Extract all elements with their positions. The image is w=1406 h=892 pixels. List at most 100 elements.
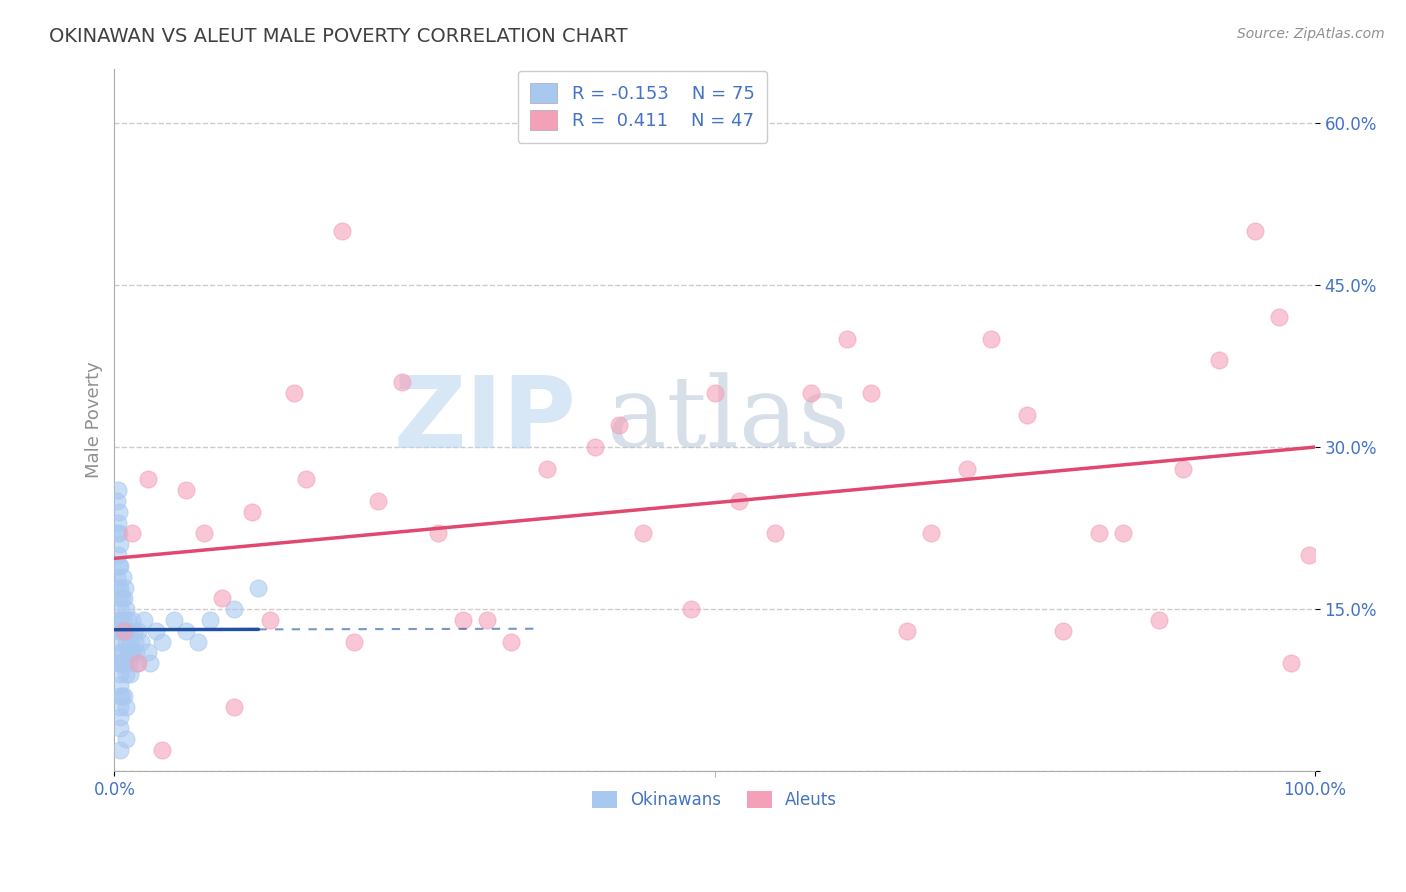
Point (107, 613, 129, 627)
Point (108, 591, 131, 606)
Point (115, 699, 138, 714)
Point (108, 558, 131, 573)
Point (127, 657, 149, 671)
Point (115, 634, 138, 648)
Point (118, 657, 141, 671)
Point (111, 570, 134, 584)
Point (152, 743, 174, 757)
Point (583, 440, 606, 454)
Point (343, 634, 366, 648)
Point (295, 472, 318, 486)
Point (1267, 310, 1289, 325)
Point (475, 613, 498, 627)
Point (800, 385, 823, 400)
Point (111, 645, 134, 659)
Point (1015, 408, 1038, 422)
Point (152, 634, 174, 648)
Point (242, 505, 264, 519)
Text: OKINAWAN VS ALEUT MALE POVERTY CORRELATION CHART: OKINAWAN VS ALEUT MALE POVERTY CORRELATI… (49, 27, 628, 45)
Point (763, 526, 786, 541)
Point (118, 624, 141, 638)
Point (127, 624, 149, 638)
Point (1298, 548, 1320, 562)
Point (176, 483, 198, 498)
Point (703, 385, 725, 400)
Point (1087, 526, 1109, 541)
Point (110, 581, 132, 595)
Point (115, 667, 138, 681)
Point (1147, 613, 1170, 627)
Point (176, 624, 198, 638)
Point (139, 657, 162, 671)
Point (121, 613, 143, 627)
Point (115, 602, 138, 616)
Point (117, 645, 139, 659)
Point (631, 526, 654, 541)
Point (200, 613, 222, 627)
Point (136, 645, 159, 659)
Point (1111, 526, 1133, 541)
Point (112, 591, 135, 606)
Point (115, 731, 138, 746)
Point (1052, 624, 1074, 638)
Point (105, 570, 128, 584)
Point (679, 602, 702, 616)
Point (122, 624, 145, 638)
Point (145, 624, 167, 638)
Point (110, 689, 132, 703)
Point (136, 472, 159, 486)
Point (193, 526, 215, 541)
Point (427, 526, 450, 541)
Point (187, 634, 209, 648)
Point (112, 689, 135, 703)
Point (110, 743, 132, 757)
Point (134, 613, 156, 627)
Point (127, 657, 149, 671)
Point (108, 526, 131, 541)
Point (283, 385, 305, 400)
Point (607, 418, 630, 433)
Point (1171, 461, 1194, 475)
Point (117, 613, 139, 627)
Point (110, 537, 132, 551)
Point (259, 613, 281, 627)
Point (121, 526, 143, 541)
Point (110, 624, 132, 638)
Point (114, 581, 136, 595)
Point (118, 667, 141, 681)
Point (211, 591, 233, 606)
Point (920, 526, 942, 541)
Point (108, 624, 131, 638)
Point (114, 657, 136, 671)
Point (1208, 353, 1230, 368)
Y-axis label: Male Poverty: Male Poverty (86, 361, 103, 478)
Point (1279, 657, 1302, 671)
Point (536, 461, 558, 475)
Point (121, 645, 143, 659)
Point (835, 332, 858, 346)
Point (108, 505, 131, 519)
Point (108, 657, 131, 671)
Point (110, 645, 132, 659)
Point (247, 581, 270, 595)
Point (367, 494, 389, 508)
Point (110, 634, 132, 648)
Point (110, 678, 132, 692)
Point (391, 375, 413, 389)
Point (110, 657, 132, 671)
Point (110, 558, 132, 573)
Point (499, 634, 522, 648)
Point (129, 634, 152, 648)
Point (110, 710, 132, 724)
Point (125, 645, 148, 659)
Text: Source: ZipAtlas.com: Source: ZipAtlas.com (1237, 27, 1385, 41)
Point (332, 224, 354, 238)
Legend: Okinawans, Aleuts: Okinawans, Aleuts (585, 784, 844, 816)
Point (224, 699, 246, 714)
Point (114, 624, 136, 638)
Point (124, 634, 146, 648)
Point (896, 624, 918, 638)
Point (163, 613, 186, 627)
Point (111, 613, 134, 627)
Point (105, 526, 128, 541)
